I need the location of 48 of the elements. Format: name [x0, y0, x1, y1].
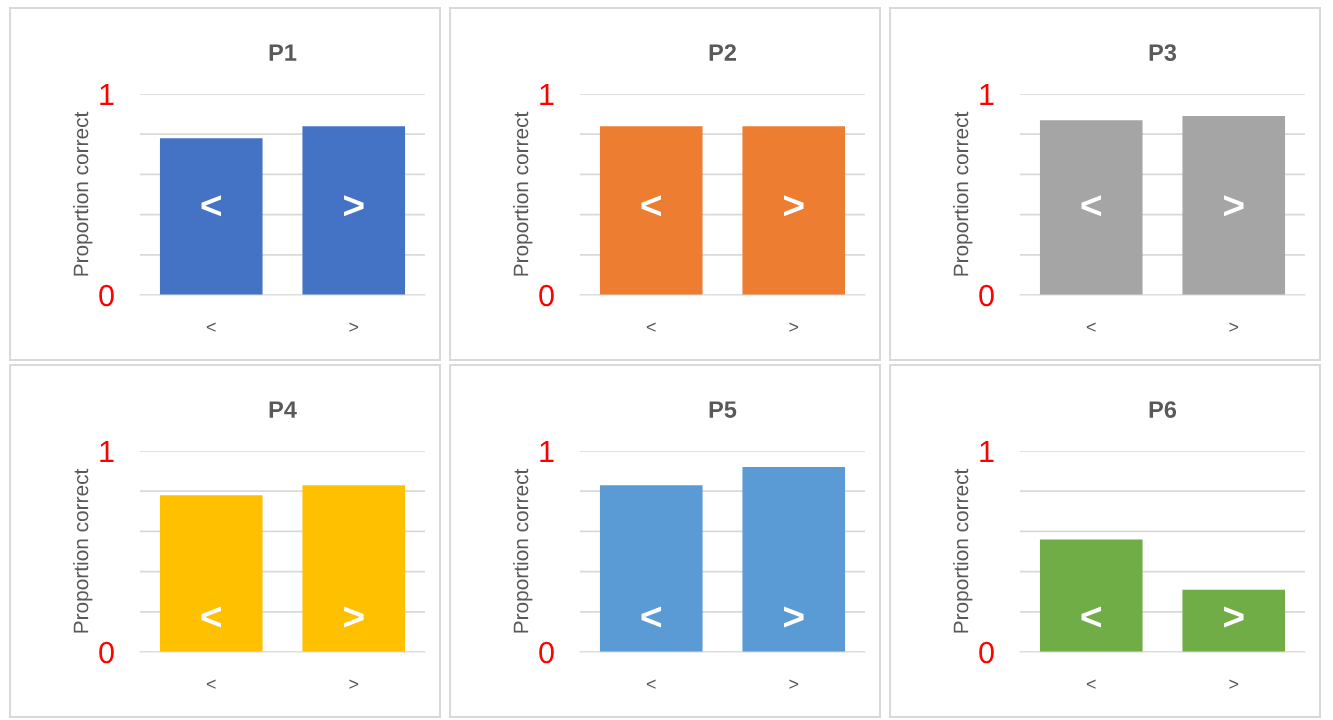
y-axis-title: Proportion correct — [73, 468, 93, 633]
chart-title: P4 — [269, 401, 297, 418]
y-tick-label: 1 — [100, 441, 114, 463]
text: > — [349, 322, 359, 332]
text: > — [789, 322, 799, 332]
y-axis-title: Proportion correct — [513, 468, 533, 633]
text: < — [1086, 322, 1096, 332]
y-tick-label: 1 — [540, 84, 554, 106]
y-tick-label: 0 — [99, 641, 114, 664]
y-tick-label: 1 — [540, 441, 554, 463]
chart-title: P2 — [709, 44, 736, 61]
y-tick-label: 1 — [980, 84, 994, 106]
x-tick-label: > — [784, 195, 804, 217]
y-tick-label: 0 — [539, 641, 554, 664]
x-tick-label: < — [1081, 195, 1102, 217]
x-tick-label: > — [344, 195, 364, 217]
text: > — [1229, 679, 1239, 689]
y-tick-label: 0 — [539, 284, 554, 307]
y-axis-title: Proportion correct — [953, 468, 973, 633]
y-axis-title: Proportion correct — [513, 111, 533, 276]
y-tick-label: 0 — [979, 641, 994, 664]
text: < — [1086, 679, 1096, 689]
x-tick-label: < — [641, 195, 662, 217]
text: < — [646, 322, 656, 332]
x-tick-label: < — [201, 606, 222, 628]
x-tick-label: > — [1224, 195, 1244, 217]
text: < — [646, 679, 656, 689]
y-axis-title: Proportion correct — [953, 111, 973, 276]
text: > — [789, 679, 799, 689]
y-axis-title: Proportion correct — [73, 111, 93, 276]
x-tick-label: < — [1081, 606, 1102, 628]
x-tick-label: > — [344, 606, 364, 628]
y-tick-label: 0 — [99, 284, 114, 307]
y-tick-label: 1 — [100, 84, 114, 106]
x-tick-label: > — [784, 606, 804, 628]
chart-title: P1 — [269, 44, 297, 61]
x-tick-label: < — [201, 195, 222, 217]
text: < — [206, 679, 216, 689]
x-tick-label: < — [641, 606, 662, 628]
y-tick-label: 1 — [980, 441, 994, 463]
chart-title: P5 — [709, 401, 737, 418]
y-tick-label: 0 — [979, 284, 994, 307]
chart-title: P6 — [1149, 401, 1177, 418]
text: < — [206, 322, 216, 332]
chart-title: P3 — [1149, 44, 1177, 61]
text: > — [349, 679, 359, 689]
text: > — [1229, 322, 1239, 332]
x-tick-label: > — [1224, 606, 1244, 628]
